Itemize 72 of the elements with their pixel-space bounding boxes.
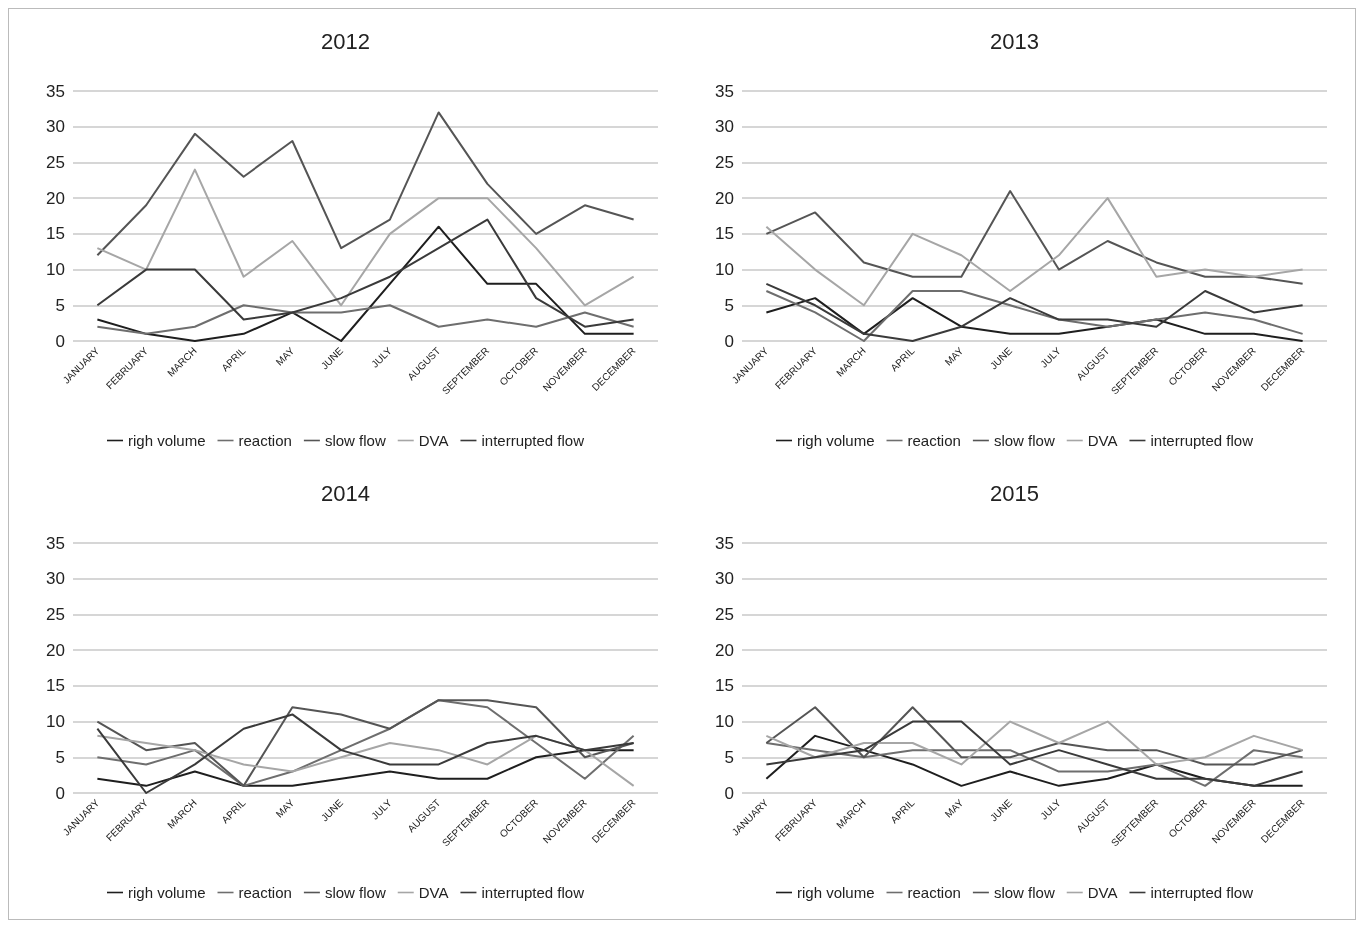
- legend-label: DVA: [1087, 884, 1118, 901]
- legend-label: DVA: [418, 432, 449, 449]
- y-tick-label: 30: [715, 117, 734, 137]
- line-series: [96, 225, 635, 342]
- legend-label: reaction: [907, 884, 961, 901]
- legend-label: interrupted flow: [1150, 432, 1254, 449]
- y-tick-label: 20: [715, 188, 734, 208]
- line-series: [96, 218, 635, 328]
- line-series: [96, 304, 635, 335]
- y-tick-label: 15: [715, 676, 734, 696]
- line-series: [765, 734, 1304, 787]
- legend-label: interrupted flow: [481, 432, 585, 449]
- legend-label: reaction: [238, 884, 292, 901]
- legend-label: righ volume: [127, 432, 206, 449]
- y-tick-label: 0: [55, 783, 65, 803]
- chart-title: 2015: [990, 480, 1039, 506]
- y-tick-label: 10: [715, 712, 734, 732]
- y-tick-label: 20: [715, 640, 734, 660]
- y-tick-label: 0: [724, 783, 734, 803]
- y-tick-label: 35: [715, 533, 734, 553]
- legend-label: DVA: [1087, 432, 1118, 449]
- line-series: [765, 706, 1304, 766]
- y-tick-label: 15: [46, 224, 65, 244]
- y-tick-label: 20: [46, 188, 65, 208]
- legend-label: slow flow: [324, 884, 386, 901]
- y-tick-label: 5: [55, 747, 65, 767]
- legend-label: slow flow: [993, 884, 1055, 901]
- y-tick-label: 25: [715, 152, 734, 172]
- line-series: [96, 111, 635, 257]
- y-tick-label: 25: [46, 604, 65, 624]
- y-tick-label: 10: [46, 260, 65, 280]
- line-series: [765, 197, 1304, 307]
- y-tick-label: 5: [724, 295, 734, 315]
- legend-label: interrupted flow: [1150, 884, 1254, 901]
- y-tick-label: 0: [724, 331, 734, 351]
- line-series: [96, 734, 635, 787]
- legend-label: interrupted flow: [481, 884, 585, 901]
- y-tick-label: 10: [46, 712, 65, 732]
- y-tick-label: 25: [715, 604, 734, 624]
- y-tick-label: 35: [46, 533, 65, 553]
- legend-label: slow flow: [324, 432, 386, 449]
- legend-label: righ volume: [796, 884, 875, 901]
- legend-label: reaction: [238, 432, 292, 449]
- legend-label: righ volume: [127, 884, 206, 901]
- line-series: [96, 168, 635, 307]
- y-tick-label: 30: [46, 117, 65, 137]
- line-series: [765, 720, 1304, 787]
- y-tick-label: 30: [715, 569, 734, 589]
- y-tick-label: 25: [46, 152, 65, 172]
- line-series: [765, 190, 1304, 285]
- line-series: [765, 742, 1304, 787]
- y-tick-label: 35: [715, 81, 734, 101]
- legend-label: DVA: [418, 884, 449, 901]
- legend-label: righ volume: [796, 432, 875, 449]
- y-tick-label: 5: [55, 295, 65, 315]
- chart-title: 2014: [321, 480, 370, 506]
- line-series: [96, 713, 635, 794]
- line-series: [765, 720, 1304, 766]
- y-tick-label: 35: [46, 81, 65, 101]
- y-tick-label: 5: [724, 747, 734, 767]
- y-tick-label: 0: [55, 331, 65, 351]
- chart-title: 2012: [321, 28, 370, 54]
- y-tick-label: 15: [46, 676, 65, 696]
- y-tick-label: 20: [46, 640, 65, 660]
- legend-label: reaction: [907, 432, 961, 449]
- y-tick-label: 30: [46, 569, 65, 589]
- chart-title: 2013: [990, 28, 1039, 54]
- line-series: [96, 749, 635, 787]
- y-tick-label: 15: [715, 224, 734, 244]
- legend-label: slow flow: [993, 432, 1055, 449]
- line-series: [96, 699, 635, 787]
- y-tick-label: 10: [715, 260, 734, 280]
